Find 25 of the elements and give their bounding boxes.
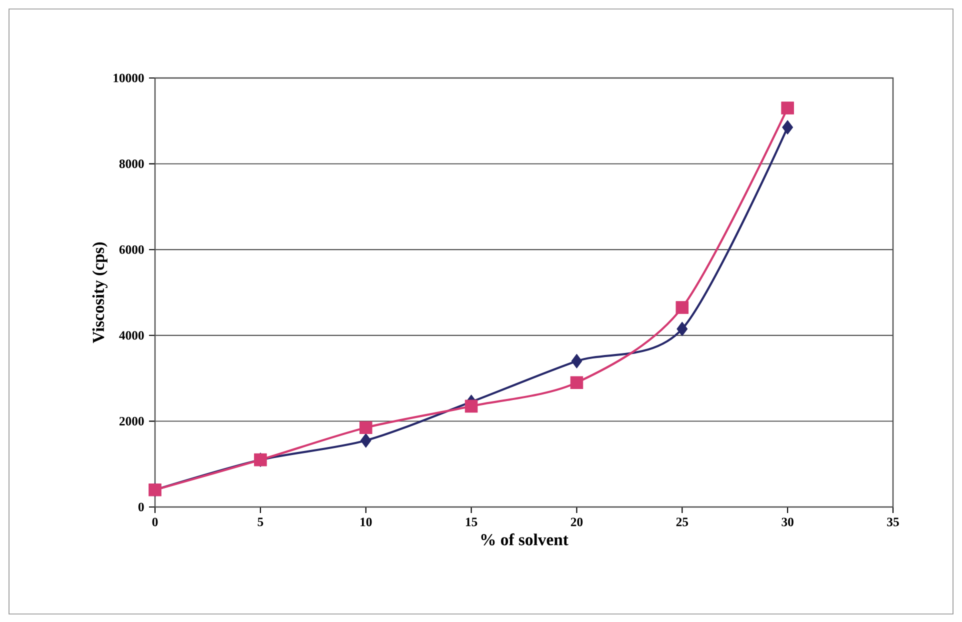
y-tick-label: 2000 (119, 416, 144, 426)
point (781, 102, 794, 114)
point (782, 120, 794, 135)
point (570, 376, 584, 389)
x-axis-title: % of solvent (481, 533, 568, 546)
x-tick-label: 5 (258, 518, 264, 526)
x-tick-label: 25 (676, 518, 688, 526)
y-tick-label: 6000 (119, 245, 144, 254)
point (359, 421, 372, 434)
point (571, 354, 582, 368)
x-tick-label: 20 (570, 518, 583, 526)
point (464, 400, 478, 413)
x-tick-label: 35 (887, 518, 899, 526)
point (676, 301, 689, 314)
y-tick-label: 0 (138, 502, 144, 512)
y-tick-label: 10000 (114, 74, 144, 82)
x-tick-label: 10 (360, 518, 372, 526)
point (676, 322, 688, 336)
x-tick-label: 30 (782, 518, 794, 526)
y-tick-label: 4000 (119, 331, 144, 340)
point (360, 433, 372, 448)
x-tick-label: 0 (152, 518, 158, 526)
y-axis-title: Viscosity (cps) (92, 242, 108, 344)
y-tick-label: 8000 (119, 160, 144, 168)
x-tick-label: 15 (466, 518, 478, 526)
